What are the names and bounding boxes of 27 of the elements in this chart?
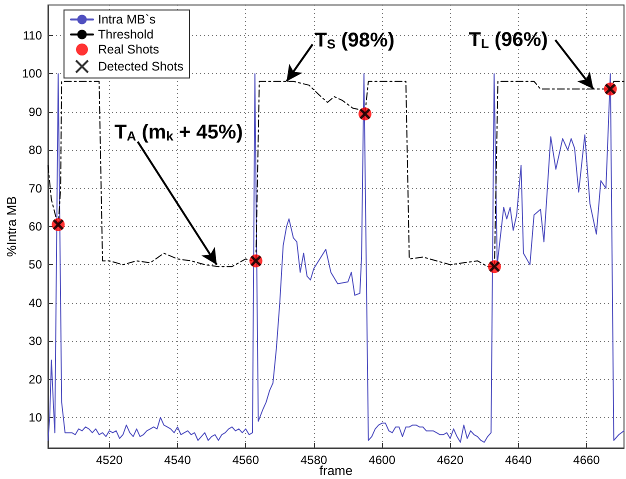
y-tick-label: 50 (28, 258, 42, 272)
y-tick-label: 100 (22, 66, 42, 81)
annotation: TL (96%) (468, 29, 548, 52)
y-axis-title: %Intra MB (4, 196, 19, 257)
x-tick-label: 4640 (504, 453, 532, 467)
x-tick-label: 4620 (436, 453, 464, 467)
y-tick-label: 80 (28, 143, 42, 158)
annotation: TA (mk + 45%) (114, 122, 243, 144)
legend-label: Intra MB`s (98, 12, 156, 26)
y-tick-label: 30 (28, 334, 42, 348)
x-tick-label: 4520 (96, 453, 124, 467)
x-tick-label: 4540 (164, 453, 192, 467)
y-tick-label: 40 (28, 296, 42, 310)
legend-label: Detected Shots (98, 60, 184, 74)
line-series (48, 73, 624, 443)
y-tick-label: 70 (28, 181, 42, 196)
y-tick-label: 20 (28, 372, 42, 386)
x-tick-label: 4560 (232, 453, 260, 467)
legend-label: Real Shots (98, 42, 160, 56)
x-tick-label: 4660 (573, 453, 600, 467)
annotation: TS (98%) (314, 29, 394, 52)
legend-label: Threshold (98, 28, 154, 42)
x-tick-label: 4600 (368, 453, 396, 467)
y-tick-label: 10 (28, 410, 42, 424)
y-tick-label: 110 (22, 28, 42, 43)
y-tick-label: 60 (28, 220, 42, 234)
y-tick-label: 90 (28, 104, 42, 119)
